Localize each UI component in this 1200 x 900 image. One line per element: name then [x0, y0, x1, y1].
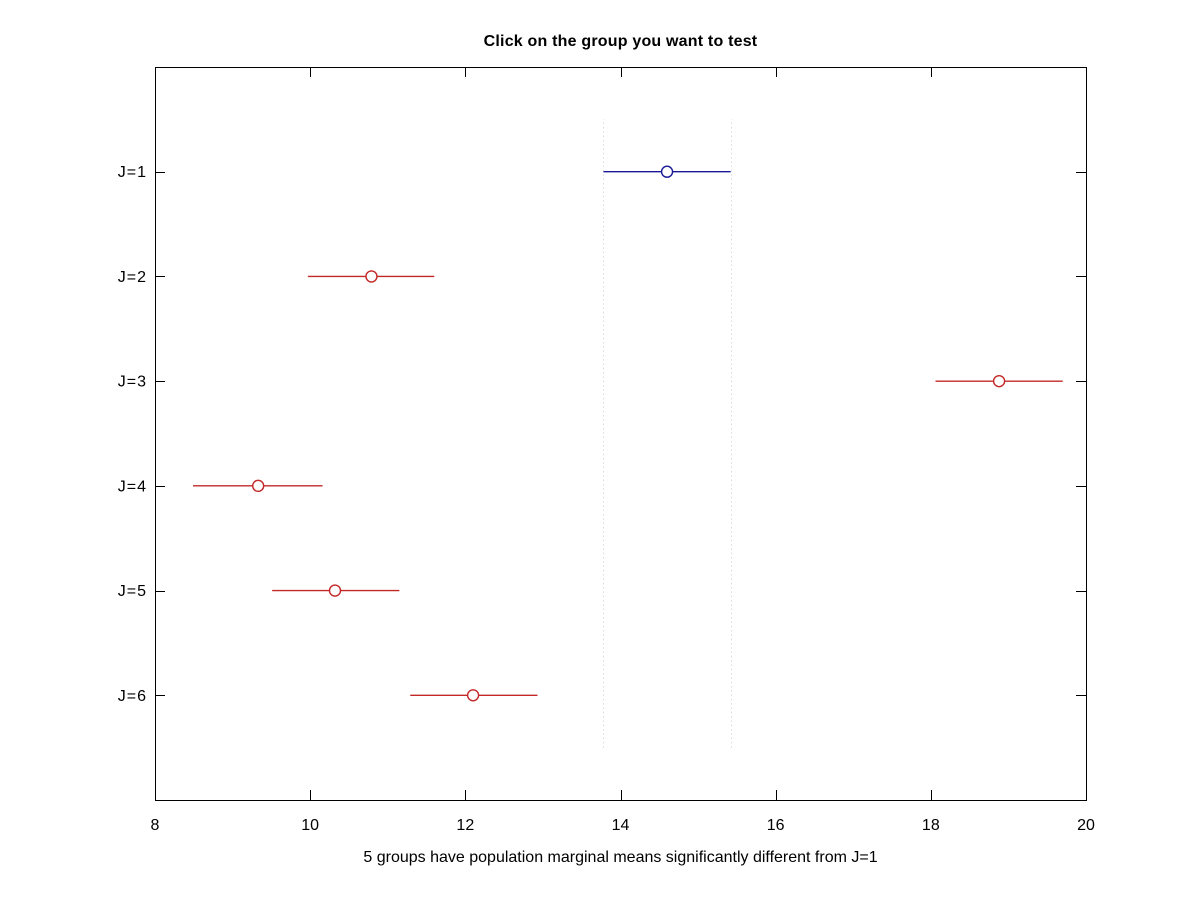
x-tick-label: 10 — [301, 817, 319, 834]
x-tick-label: 18 — [922, 817, 940, 834]
x-tick-label: 14 — [612, 817, 630, 834]
group-marker-j4[interactable] — [251, 479, 265, 493]
group-marker-j5[interactable] — [328, 584, 342, 597]
x-tick-label: 12 — [456, 817, 474, 834]
x-tick-label: 16 — [767, 817, 785, 834]
y-tick-label-j2: J=2 — [118, 269, 147, 286]
y-tick-label-j3: J=3 — [118, 374, 147, 391]
group-marker-j2[interactable] — [365, 270, 378, 283]
x-tick-label: 8 — [151, 817, 160, 834]
x-tick-label: 20 — [1077, 817, 1095, 834]
y-tick-label-j1: J=1 — [118, 164, 147, 181]
x-axis-label: 5 groups have population marginal means … — [363, 849, 878, 866]
axes-box — [155, 67, 1087, 801]
y-tick-label-j6: J=6 — [118, 688, 147, 705]
group-marker-j3[interactable] — [992, 374, 1006, 388]
y-tick-label-j5: J=5 — [118, 583, 147, 600]
y-tick-label-j4: J=4 — [118, 478, 147, 495]
group-marker-j1[interactable] — [660, 165, 674, 178]
chart-title: Click on the group you want to test — [483, 33, 758, 50]
group-marker-j6[interactable] — [466, 689, 480, 702]
